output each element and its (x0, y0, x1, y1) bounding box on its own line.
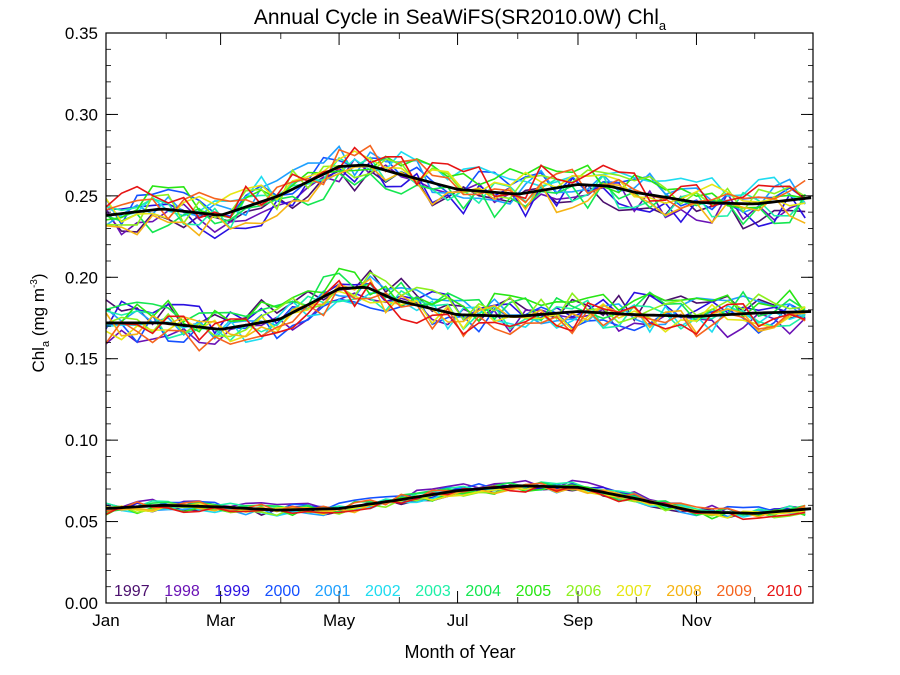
y-tick-label: 0.35 (65, 24, 98, 43)
series-line-middle-2009 (105, 284, 806, 352)
mean-line-middle (106, 285, 812, 331)
plot-frame (105, 32, 814, 604)
y-tick-label: 0.10 (65, 431, 98, 450)
legend-item-2002: 2002 (365, 583, 401, 600)
y-tick-label: 0.25 (65, 187, 98, 206)
legend-item-2009: 2009 (716, 583, 752, 600)
y-tick-label: 0.20 (65, 268, 98, 287)
y-tick-label: 0.05 (65, 513, 98, 532)
y-axis-title-close: ) (29, 273, 48, 279)
x-axis-title: Month of Year (404, 642, 515, 662)
legend-item-1999: 1999 (214, 583, 250, 600)
series-line-upper-2009 (105, 144, 806, 221)
series-line-middle-2004 (105, 272, 806, 323)
chart-title-subscript: a (659, 18, 667, 33)
series-line-upper-1999 (105, 160, 806, 240)
legend-item-2004: 2004 (465, 583, 501, 600)
x-tick-label: Nov (681, 611, 712, 630)
chart-title-main: Annual Cycle in SeaWiFS(SR2010.0W) Chl (254, 6, 659, 29)
mean-lines (105, 163, 812, 515)
legend-item-1997: 1997 (114, 583, 150, 600)
y-axis-title: Chla (mg m-3) (29, 273, 52, 372)
series-line-upper-2005 (105, 155, 806, 221)
series-line-middle-2010 (105, 279, 806, 342)
legend-item-2008: 2008 (666, 583, 702, 600)
series-line-middle-2006 (105, 271, 806, 338)
legend-item-1998: 1998 (164, 583, 200, 600)
x-tick-label: Jan (92, 611, 119, 630)
y-axis-title-main: Chl (29, 347, 48, 373)
x-tick-label: Sep (563, 611, 593, 630)
y-axis-title-unit: (mg m (29, 288, 48, 341)
x-tick-label: Mar (206, 611, 236, 630)
series-line-middle-2007 (105, 290, 806, 343)
mean-line-upper (105, 163, 812, 217)
y-axis-title-subscript: a (40, 340, 52, 347)
mean-line-lower (105, 484, 812, 515)
chart-title: Annual Cycle in SeaWiFS(SR2010.0W) Chla (254, 6, 667, 33)
axes: 0.00 0.05 0.10 0.15 0.20 0.25 0.30 0.35 Jan Mar Ma… (65, 24, 814, 630)
legend-item-2005: 2005 (516, 583, 552, 600)
legend-item-2001: 2001 (315, 583, 351, 600)
legend-item-2007: 2007 (616, 583, 652, 600)
legend-item-2000: 2000 (265, 583, 301, 600)
legend-item-2003: 2003 (415, 583, 451, 600)
year-legend: 1997 1998 1999 2000 2001 2002 2003 2004 2005 2006… (114, 583, 802, 600)
y-axis-title-superscript: -3 (29, 279, 40, 288)
series-line-middle-2005 (105, 267, 806, 333)
y-tick-label: 0.00 (65, 594, 98, 613)
y-tick-label: 0.30 (65, 105, 98, 124)
x-tick-label: May (323, 611, 356, 630)
x-tick-label: Jul (447, 611, 469, 630)
series-line-lower-2003 (105, 481, 806, 516)
legend-item-2010: 2010 (767, 583, 803, 600)
y-tick-label: 0.15 (65, 350, 98, 369)
legend-item-2006: 2006 (566, 583, 602, 600)
